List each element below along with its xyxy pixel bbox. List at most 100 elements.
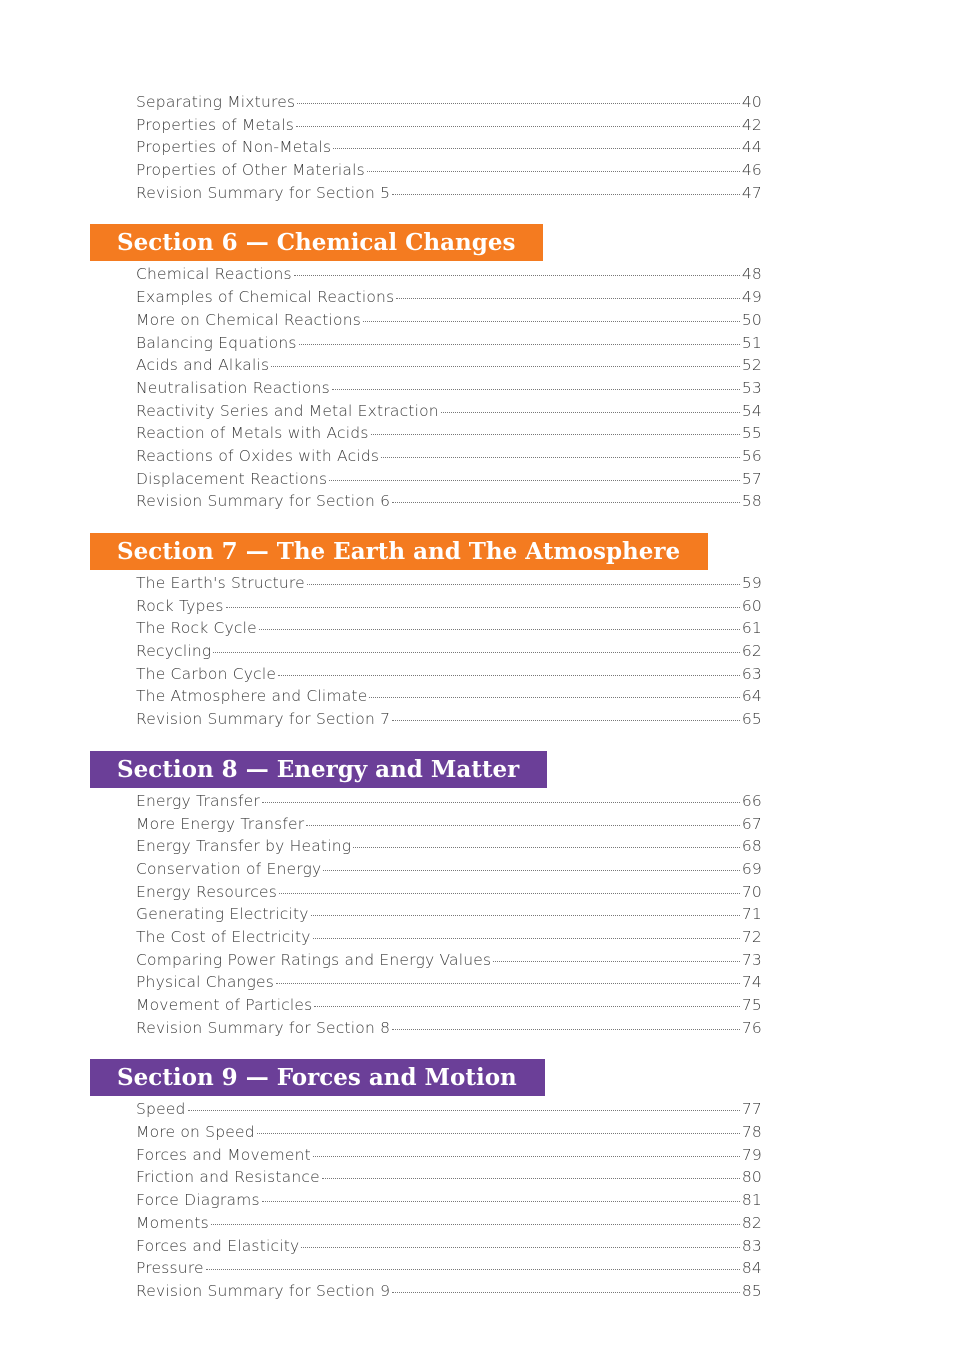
entry-title: Conservation of Energy: [136, 859, 322, 878]
toc-entry: Friction and Resistance 80: [136, 1168, 762, 1191]
toc-entry: Rock Types 60: [136, 597, 762, 620]
entry-title: The Rock Cycle: [136, 619, 257, 638]
entry-title: Rock Types: [136, 596, 224, 615]
entry-page: 82: [741, 1213, 762, 1232]
entry-page: 44: [741, 138, 762, 157]
dot-leader: [261, 801, 740, 803]
entry-page: 83: [741, 1236, 762, 1255]
entry-page: 63: [741, 664, 762, 683]
dot-leader: [187, 1110, 740, 1112]
entry-page: 70: [741, 882, 762, 901]
toc-entry: Physical Changes 74: [136, 973, 762, 996]
toc-entry: Generating Electricity 71: [136, 905, 762, 928]
entry-page: 61: [741, 619, 762, 638]
entry-title: Speed: [136, 1100, 186, 1119]
toc-entry: Force Diagrams 81: [136, 1191, 762, 1214]
entry-page: 51: [741, 333, 762, 352]
dot-leader: [205, 1269, 740, 1271]
entry-title: Separating Mixtures: [136, 93, 296, 111]
dot-leader: [370, 434, 740, 436]
entry-list: Separating Mixtures 40 Properties of Metal…: [136, 93, 762, 206]
entry-page: 69: [741, 859, 762, 878]
entry-title: Reactivity Series and Metal Extraction: [136, 401, 439, 420]
entry-page: 57: [741, 469, 762, 488]
entry-title: Energy Resources: [136, 882, 278, 901]
dot-leader: [278, 674, 740, 676]
entry-page: 49: [741, 288, 762, 307]
dot-leader: [396, 298, 740, 300]
entry-list: Chemical Reactions 48 Examples of Chemical…: [136, 265, 762, 515]
entry-title: Pressure: [136, 1259, 204, 1278]
entry-page: 81: [741, 1191, 762, 1210]
entry-page: 84: [741, 1259, 762, 1278]
toc-entry: Pressure 84: [136, 1259, 762, 1282]
entry-title: The Atmosphere and Climate: [136, 687, 368, 706]
dot-leader: [392, 1028, 740, 1030]
entry-title: The Cost of Electricity: [136, 927, 311, 946]
entry-page: 76: [741, 1018, 762, 1037]
dot-leader: [392, 1291, 740, 1293]
entry-title: Balancing Equations: [136, 333, 297, 352]
toc-entry: The Earth's Structure 59: [136, 574, 762, 597]
toc-entry: Balancing Equations 51: [136, 334, 762, 357]
toc-entry: Properties of Other Materials 46: [136, 161, 762, 184]
entry-page: 67: [741, 814, 762, 833]
entry-title: Revision Summary for Section 7: [136, 710, 391, 729]
toc-section: Section 6 — Chemical Changes Chemical Rea…: [0, 224, 961, 515]
entry-title: More Energy Transfer: [136, 814, 305, 833]
toc-entry: More on Speed 78: [136, 1123, 762, 1146]
entry-page: 77: [741, 1100, 762, 1119]
entry-title: Force Diagrams: [136, 1191, 260, 1210]
entry-title: Properties of Metals: [136, 115, 294, 134]
entry-page: 74: [741, 973, 762, 992]
section-heading: Section 7 — The Earth and The Atmosphere: [90, 533, 709, 570]
section-heading: Section 6 — Chemical Changes: [90, 224, 544, 262]
entry-title: Chemical Reactions: [136, 265, 292, 284]
dot-leader: [210, 1223, 740, 1225]
entry-page: 68: [741, 837, 762, 856]
entry-page: 65: [741, 710, 762, 729]
dot-leader: [353, 847, 740, 849]
entry-page: 59: [741, 574, 762, 592]
toc-entry: Reactions of Oxides with Acids 56: [136, 447, 762, 470]
dot-leader: [256, 1133, 740, 1135]
toc-entry: Revision Summary for Section 6 58: [136, 492, 762, 515]
dot-leader: [301, 1246, 740, 1248]
entry-list: Speed 77 More on Speed 78 Forces and Movemen…: [136, 1100, 762, 1304]
toc-entry: Comparing Power Ratings and Energy Value…: [136, 951, 762, 974]
dot-leader: [271, 366, 740, 368]
entry-title: Acids and Alkalis: [136, 356, 270, 375]
entry-page: 42: [741, 115, 762, 134]
toc-entry: Reaction of Metals with Acids 55: [136, 424, 762, 447]
entry-page: 79: [741, 1145, 762, 1164]
entry-page: 50: [741, 310, 762, 329]
toc-entry: Movement of Particles 75: [136, 996, 762, 1019]
entry-title: Displacement Reactions: [136, 469, 328, 488]
toc-entry: The Rock Cycle 61: [136, 619, 762, 642]
entry-title: The Carbon Cycle: [136, 664, 277, 683]
entry-page: 62: [741, 642, 762, 661]
toc-entry: Separating Mixtures 40: [136, 93, 762, 116]
entry-title: Energy Transfer: [136, 791, 260, 810]
dot-leader: [314, 1006, 740, 1007]
toc-entry: Forces and Movement 79: [136, 1146, 762, 1169]
entry-title: Examples of Chemical Reactions: [136, 288, 395, 307]
entry-list: Energy Transfer 66 More Energy Transfer 67 E…: [136, 792, 762, 1042]
toc-entry: The Carbon Cycle 63: [136, 665, 762, 688]
dot-leader: [493, 960, 740, 962]
toc-entry: More on Chemical Reactions 50: [136, 311, 762, 334]
entry-title: Movement of Particles: [136, 996, 313, 1014]
entry-title: Friction and Resistance: [136, 1168, 320, 1187]
entry-page: 48: [741, 265, 762, 284]
toc-entry: Conservation of Energy 69: [136, 860, 762, 883]
entry-title: Comparing Power Ratings and Energy Value…: [136, 950, 492, 969]
toc-entry: Energy Resources 70: [136, 883, 762, 906]
entry-page: 72: [741, 927, 762, 946]
entry-title: Neutralisation Reactions: [136, 378, 330, 397]
entry-page: 78: [741, 1123, 762, 1142]
entry-title: Revision Summary for Section 8: [136, 1018, 391, 1037]
entry-title: Reaction of Metals with Acids: [136, 424, 369, 443]
toc-entry: Neutralisation Reactions 53: [136, 379, 762, 402]
dot-leader: [440, 411, 740, 413]
